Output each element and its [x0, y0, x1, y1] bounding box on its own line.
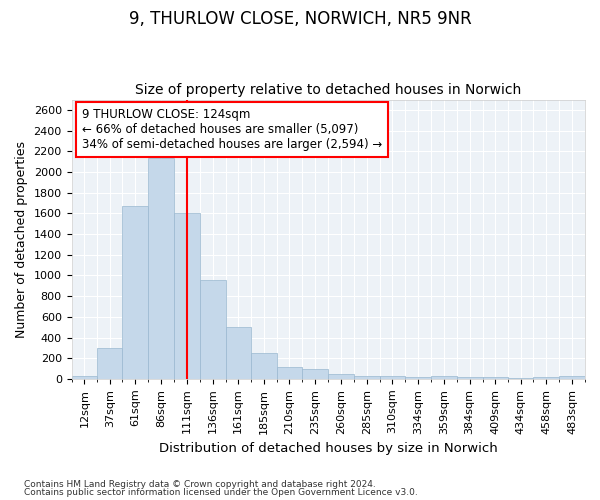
Bar [328, 374, 354, 379]
Bar [251, 353, 277, 379]
Bar [200, 280, 226, 379]
Bar [533, 378, 559, 379]
Bar [508, 378, 533, 379]
Bar [380, 376, 405, 379]
Bar [431, 376, 457, 379]
Text: 9 THURLOW CLOSE: 124sqm
← 66% of detached houses are smaller (5,097)
34% of semi: 9 THURLOW CLOSE: 124sqm ← 66% of detache… [82, 108, 382, 151]
Bar [122, 206, 148, 379]
Text: Contains public sector information licensed under the Open Government Licence v3: Contains public sector information licen… [24, 488, 418, 497]
Bar [482, 378, 508, 379]
Bar [97, 348, 122, 379]
Bar [226, 327, 251, 379]
Bar [302, 368, 328, 379]
Bar [148, 158, 174, 379]
Y-axis label: Number of detached properties: Number of detached properties [15, 140, 28, 338]
Bar [559, 376, 585, 379]
Text: 9, THURLOW CLOSE, NORWICH, NR5 9NR: 9, THURLOW CLOSE, NORWICH, NR5 9NR [128, 10, 472, 28]
Bar [174, 214, 200, 379]
Bar [457, 378, 482, 379]
Bar [71, 376, 97, 379]
Bar [405, 377, 431, 379]
Bar [354, 376, 380, 379]
X-axis label: Distribution of detached houses by size in Norwich: Distribution of detached houses by size … [159, 442, 497, 455]
Text: Contains HM Land Registry data © Crown copyright and database right 2024.: Contains HM Land Registry data © Crown c… [24, 480, 376, 489]
Bar [277, 366, 302, 379]
Title: Size of property relative to detached houses in Norwich: Size of property relative to detached ho… [135, 83, 521, 97]
